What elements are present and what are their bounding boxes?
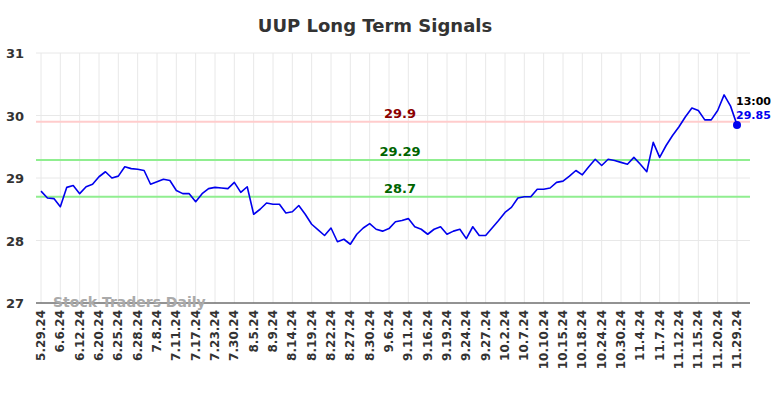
x-tick-label: 11.4.24 [633, 310, 647, 361]
x-tick-label: 8.19.24 [305, 310, 319, 361]
grid-line [36, 240, 750, 241]
x-tick-label: 6.20.24 [92, 310, 106, 361]
x-tick-label: 10.30.24 [614, 310, 628, 369]
x-tick-label: 10.7.24 [517, 310, 531, 361]
x-tick-label: 7.11.24 [169, 310, 183, 361]
watermark: Stock Traders Daily [53, 294, 206, 310]
title: UUP Long Term Signals [258, 15, 492, 36]
last-value: 29.85 [736, 109, 771, 122]
y-tick-label: 29 [6, 171, 24, 186]
y-tick-label: 28 [6, 234, 24, 249]
x-tick-label: 10.15.24 [556, 310, 570, 369]
x-tick-label: 8.22.24 [324, 310, 338, 361]
x-tick-label: 10.2.24 [498, 310, 512, 361]
chart: UUP Long Term Signals 27 28 29 30 31 5.29.24 6.… [0, 0, 784, 398]
x-tick-label: 9.6.24 [382, 310, 396, 353]
x-tick-label: 8.30.24 [363, 310, 377, 361]
grid-line [36, 53, 750, 54]
last-time: 13:00 [736, 95, 771, 108]
signal-label: 28.7 [384, 181, 416, 196]
signal-line [36, 196, 750, 198]
x-tick-label: 7.23.24 [208, 310, 222, 361]
x-tick-label: 7.8.24 [150, 310, 164, 353]
x-tick-label: 10.10.24 [537, 310, 551, 369]
y-tick-label: 30 [6, 109, 24, 124]
x-tick-label: 7.30.24 [227, 310, 241, 361]
x-tick-label: 5.29.24 [34, 310, 48, 361]
y-tick-label: 31 [6, 46, 24, 61]
x-tick-label: 6.12.24 [73, 310, 87, 361]
x-tick-label: 8.27.24 [343, 310, 357, 361]
x-tick-label: 9.27.24 [479, 310, 493, 361]
x-tick-label: 11.29.24 [730, 310, 744, 369]
x-tick-label: 6.6.24 [53, 310, 67, 353]
x-tick-label: 9.19.24 [440, 310, 454, 361]
x-tick-label: 11.12.24 [672, 310, 686, 369]
x-tick-label: 10.18.24 [575, 310, 589, 369]
x-tick-label: 6.28.24 [131, 310, 145, 361]
y-tick-label: 27 [6, 296, 24, 311]
signal-line [36, 121, 750, 123]
signal-label: 29.29 [379, 144, 420, 159]
x-tick-label: 8.14.24 [285, 310, 299, 361]
last-point [733, 121, 741, 129]
price-line [41, 95, 737, 244]
x-tick-label: 11.20.24 [711, 310, 725, 369]
signal-line [36, 159, 750, 161]
grid-line [36, 178, 750, 179]
signal-label: 29.9 [384, 106, 416, 121]
plot-area [36, 95, 750, 244]
x-tick-label: 9.24.24 [459, 310, 473, 361]
x-tick-label: 7.17.24 [189, 310, 203, 361]
x-tick-label: 6.25.24 [111, 310, 125, 361]
x-tick-label: 9.16.24 [421, 310, 435, 361]
x-tick-label: 9.11.24 [401, 310, 415, 361]
x-tick-label: 11.7.24 [653, 310, 667, 361]
x-tick-label: 10.24.24 [595, 310, 609, 369]
x-tick-label: 8.5.24 [247, 310, 261, 353]
x-tick-label: 11.15.24 [691, 310, 705, 369]
x-tick-label: 8.9.24 [266, 310, 280, 353]
